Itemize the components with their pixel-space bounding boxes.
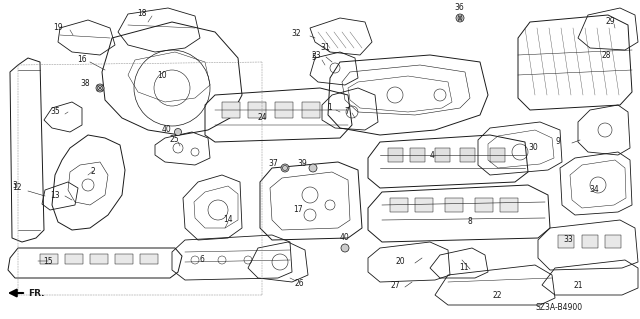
Text: 35: 35: [50, 108, 60, 116]
Text: 17: 17: [293, 205, 303, 214]
Text: 23: 23: [311, 50, 321, 60]
Text: 40: 40: [340, 233, 350, 241]
Polygon shape: [475, 198, 493, 212]
Text: 40: 40: [161, 125, 171, 135]
Text: 6: 6: [200, 255, 204, 263]
Text: 36: 36: [454, 4, 464, 12]
Polygon shape: [415, 198, 433, 212]
Text: SZ3A-B4900: SZ3A-B4900: [535, 303, 582, 313]
Polygon shape: [605, 235, 621, 248]
Text: 37: 37: [268, 159, 278, 167]
Polygon shape: [90, 254, 108, 264]
Circle shape: [341, 244, 349, 252]
Polygon shape: [445, 198, 463, 212]
Polygon shape: [390, 198, 408, 212]
Text: 33: 33: [563, 235, 573, 244]
Text: 8: 8: [468, 217, 472, 226]
Text: 2: 2: [91, 167, 95, 175]
Circle shape: [281, 164, 289, 172]
Polygon shape: [435, 148, 450, 162]
Polygon shape: [40, 254, 58, 264]
Polygon shape: [302, 102, 320, 118]
Text: 20: 20: [395, 256, 405, 265]
Text: 5: 5: [312, 54, 316, 63]
Circle shape: [175, 129, 182, 136]
Text: 38: 38: [80, 78, 90, 87]
Polygon shape: [490, 148, 505, 162]
Polygon shape: [65, 254, 83, 264]
Text: 25: 25: [169, 136, 179, 145]
Text: 1: 1: [328, 103, 332, 113]
Circle shape: [309, 164, 317, 172]
Text: 24: 24: [257, 113, 267, 122]
Text: 28: 28: [601, 50, 611, 60]
Text: 13: 13: [50, 191, 60, 201]
Text: 16: 16: [77, 56, 87, 64]
Polygon shape: [275, 102, 293, 118]
Text: 4: 4: [429, 151, 435, 160]
Text: 15: 15: [43, 257, 53, 266]
Text: 39: 39: [297, 159, 307, 167]
Circle shape: [456, 14, 464, 22]
Polygon shape: [140, 254, 158, 264]
Text: 34: 34: [589, 186, 599, 195]
Text: 31: 31: [320, 43, 330, 53]
Polygon shape: [582, 235, 598, 248]
Text: 26: 26: [294, 278, 304, 287]
Text: 29: 29: [605, 18, 615, 26]
Text: 18: 18: [137, 10, 147, 19]
Text: 7: 7: [344, 107, 349, 115]
Text: 3: 3: [13, 181, 17, 189]
Polygon shape: [222, 102, 240, 118]
Text: 32: 32: [291, 29, 301, 39]
Text: 11: 11: [460, 263, 468, 271]
Text: FR.: FR.: [28, 288, 44, 298]
Text: 27: 27: [390, 280, 400, 290]
Text: 12: 12: [12, 183, 22, 192]
Polygon shape: [460, 148, 475, 162]
Text: 19: 19: [53, 24, 63, 33]
Text: 30: 30: [528, 144, 538, 152]
Text: 22: 22: [492, 292, 502, 300]
Text: 9: 9: [556, 137, 561, 145]
Polygon shape: [115, 254, 133, 264]
Polygon shape: [558, 235, 574, 248]
Text: 10: 10: [157, 71, 167, 80]
Text: 14: 14: [223, 216, 233, 225]
Circle shape: [96, 84, 104, 92]
Polygon shape: [248, 102, 266, 118]
Text: 21: 21: [573, 281, 583, 291]
Polygon shape: [388, 148, 403, 162]
Polygon shape: [410, 148, 425, 162]
Polygon shape: [500, 198, 518, 212]
